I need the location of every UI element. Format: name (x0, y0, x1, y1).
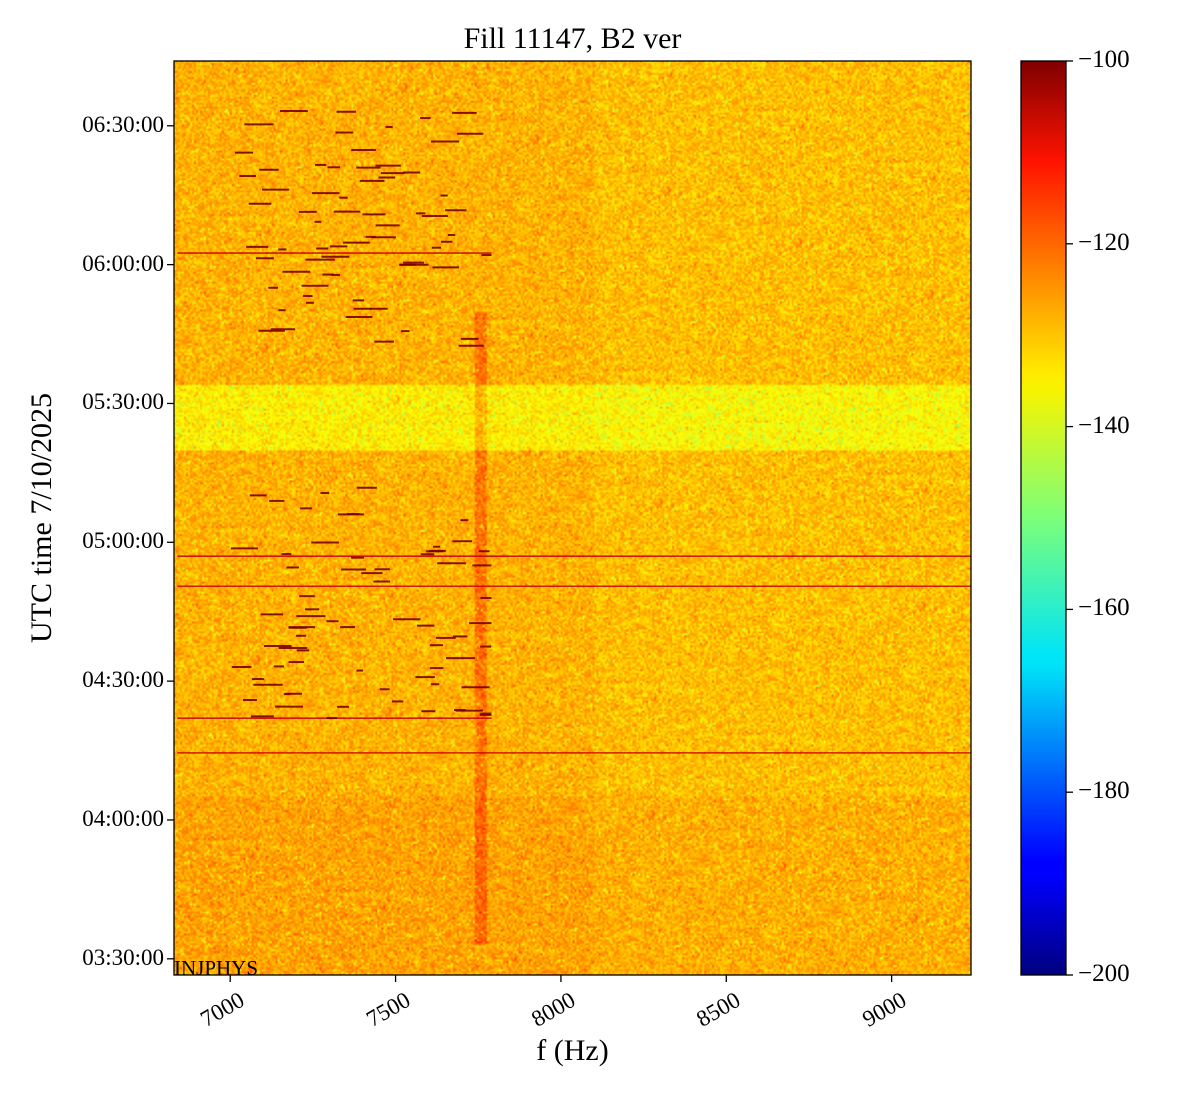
y-tick-label: 05:00:00 (82, 528, 164, 554)
y-axis-label: UTC time 7/10/2025 (25, 393, 58, 643)
colorbar-tick-label: −100 (1078, 46, 1130, 73)
colorbar-tick-label: −200 (1078, 960, 1130, 987)
spectrogram-image (174, 61, 971, 975)
colorbar-gradient (1020, 60, 1067, 976)
chart-title: Fill 11147, B2 ver (463, 22, 682, 55)
y-axis-ticks (167, 125, 174, 960)
injphys-annotation: INJPHYS (174, 956, 259, 980)
x-axis-label: f (Hz) (536, 1034, 609, 1067)
y-tick-label: 04:00:00 (82, 805, 164, 831)
plot-frame (173, 60, 972, 976)
y-tick-label: 06:30:00 (82, 111, 164, 137)
y-tick-label: 06:00:00 (82, 250, 164, 276)
colorbar-tick-label: −120 (1078, 228, 1130, 256)
colorbar-tick-label: −180 (1078, 777, 1130, 805)
y-tick-label: 04:30:00 (82, 667, 164, 693)
y-tick-label: 03:30:00 (82, 944, 164, 970)
spectrogram-plot-area (173, 60, 972, 976)
colorbar-tick-label: −160 (1078, 594, 1130, 622)
colorbar-tick-label: −140 (1078, 411, 1130, 439)
colorbar (1020, 60, 1073, 976)
x-axis-ticks (229, 975, 893, 982)
colorbar-ticks (1066, 60, 1073, 976)
y-tick-label: 05:30:00 (82, 389, 164, 415)
spectrogram-features (177, 109, 971, 754)
